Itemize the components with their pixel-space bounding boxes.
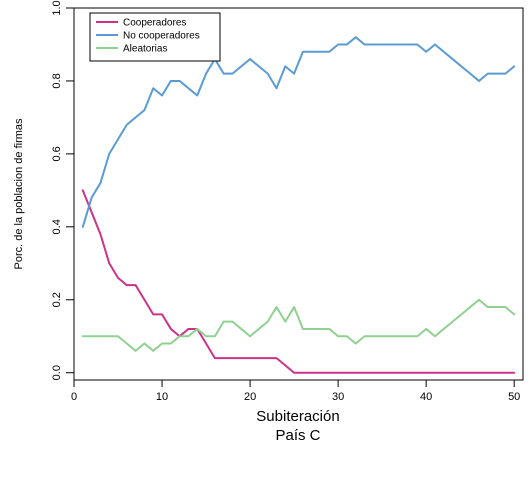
- x-tick-label: 20: [244, 391, 256, 403]
- y-tick-label: 0.4: [51, 219, 63, 234]
- legend-label: Aleatorias: [123, 44, 167, 55]
- y-tick-label: 1.0: [51, 0, 63, 15]
- x-tick-label: 50: [508, 391, 520, 403]
- series-layer: [81, 36, 516, 374]
- x-tick-label: 40: [420, 391, 432, 403]
- x-tick-label: 0: [71, 391, 77, 403]
- plot-frame: [73, 7, 524, 381]
- legend-label: No cooperadores: [123, 31, 200, 42]
- series-line-1: [81, 189, 516, 374]
- legend: Cooperadores No cooperadores Aleatorias: [89, 12, 221, 62]
- series-line-2: [81, 36, 516, 228]
- series-line-3: [81, 298, 516, 352]
- y-tick-label: 0.8: [51, 73, 63, 88]
- y-axis: 0.0 0.2 0.4 0.6 0.8 1.0: [51, 0, 74, 380]
- x-axis-title: Subiteración: [256, 408, 339, 425]
- y-tick-label: 0.6: [51, 146, 63, 161]
- legend-label: Cooperadores: [123, 18, 186, 29]
- x-tick-label: 10: [156, 391, 168, 403]
- y-tick-label: 0.2: [51, 292, 63, 307]
- y-axis-title: Porc. de la poblacion de firmas: [13, 118, 25, 270]
- chart-subtitle: País C: [275, 427, 320, 444]
- y-tick-label: 0.0: [51, 365, 63, 380]
- x-tick-label: 30: [332, 391, 344, 403]
- x-axis: 0 10 20 30 40 50: [71, 380, 520, 403]
